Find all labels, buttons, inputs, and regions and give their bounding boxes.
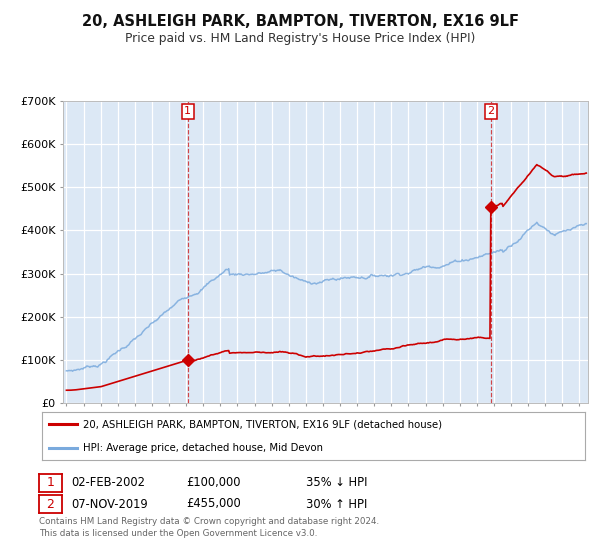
Text: This data is licensed under the Open Government Licence v3.0.: This data is licensed under the Open Gov…: [39, 529, 317, 538]
Text: 1: 1: [184, 106, 191, 116]
Text: 30% ↑ HPI: 30% ↑ HPI: [306, 497, 367, 511]
Text: 2: 2: [488, 106, 495, 116]
Text: 02-FEB-2002: 02-FEB-2002: [71, 476, 145, 489]
Text: 1: 1: [46, 476, 55, 489]
Text: Contains HM Land Registry data © Crown copyright and database right 2024.: Contains HM Land Registry data © Crown c…: [39, 517, 379, 526]
Text: £455,000: £455,000: [186, 497, 241, 511]
Text: 35% ↓ HPI: 35% ↓ HPI: [306, 476, 367, 489]
Text: 20, ASHLEIGH PARK, BAMPTON, TIVERTON, EX16 9LF: 20, ASHLEIGH PARK, BAMPTON, TIVERTON, EX…: [82, 14, 518, 29]
Text: 20, ASHLEIGH PARK, BAMPTON, TIVERTON, EX16 9LF (detached house): 20, ASHLEIGH PARK, BAMPTON, TIVERTON, EX…: [83, 419, 442, 430]
Text: 07-NOV-2019: 07-NOV-2019: [71, 497, 148, 511]
Text: HPI: Average price, detached house, Mid Devon: HPI: Average price, detached house, Mid …: [83, 442, 323, 452]
Text: £100,000: £100,000: [186, 476, 241, 489]
Text: Price paid vs. HM Land Registry's House Price Index (HPI): Price paid vs. HM Land Registry's House …: [125, 32, 475, 45]
Text: 2: 2: [46, 497, 55, 511]
